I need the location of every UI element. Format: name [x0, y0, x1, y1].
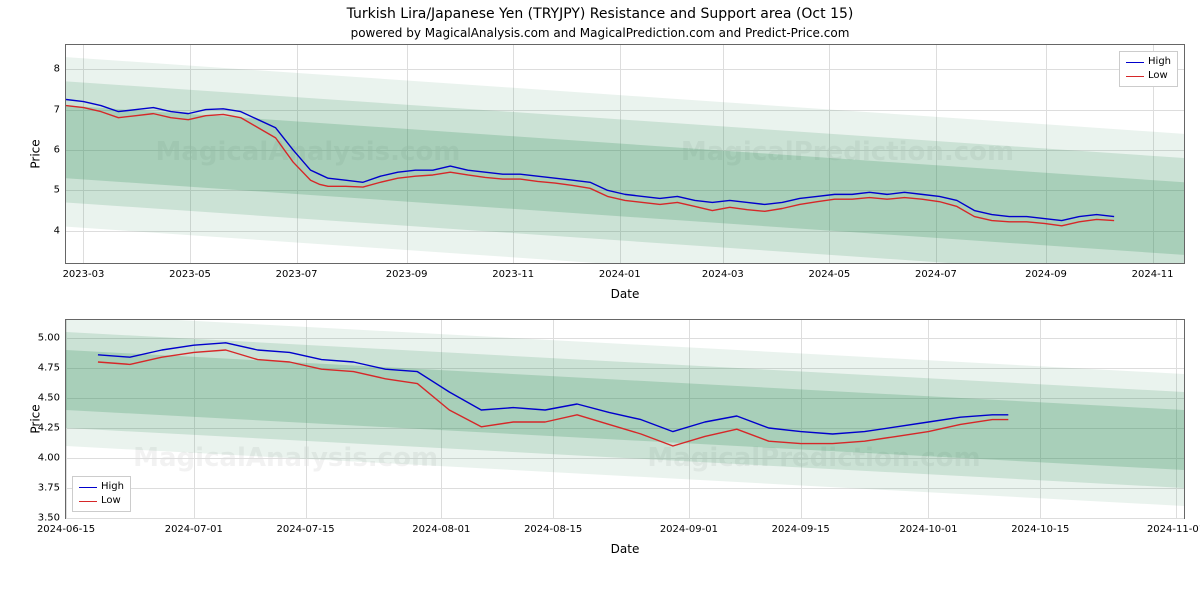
xtick-label: 2023-07 [276, 269, 318, 280]
xtick-label: 2024-09-15 [772, 524, 830, 535]
xlabel-bottom: Date [611, 542, 640, 556]
xtick-label: 2024-11 [1132, 269, 1174, 280]
xtick-label: 2024-09 [1025, 269, 1067, 280]
legend-top: High Low [1119, 51, 1178, 87]
xtick-label: 2024-03 [702, 269, 744, 280]
line-plot-top [66, 45, 1184, 263]
legend-label-low: Low [1148, 69, 1168, 83]
xtick-label: 2024-01 [599, 269, 641, 280]
legend-item-high: High [1126, 55, 1171, 69]
xtick-label: 2024-07-15 [277, 524, 335, 535]
ytick-label: 3.50 [38, 513, 60, 524]
ytick-label: 5.00 [38, 333, 60, 344]
legend-swatch-low [79, 501, 97, 502]
legend-item-low: Low [79, 494, 124, 508]
ytick-label: 7 [54, 104, 60, 115]
legend-swatch-high [1126, 62, 1144, 63]
line-plot-bottom [66, 320, 1184, 518]
xtick-label: 2024-08-01 [412, 524, 470, 535]
xtick-label: 2024-07 [915, 269, 957, 280]
ytick-label: 4.00 [38, 453, 60, 464]
xtick-label: 2024-06-15 [37, 524, 95, 535]
legend-label-high: High [1148, 55, 1171, 69]
chart-subtitle: powered by MagicalAnalysis.com and Magic… [0, 22, 1200, 44]
xtick-label: 2024-07-01 [165, 524, 223, 535]
legend-bottom: High Low [72, 476, 131, 512]
legend-item-high: High [79, 480, 124, 494]
chart-bottom: Price Date High Low MagicalAnalysis.com … [65, 319, 1185, 519]
ytick-label: 8 [54, 64, 60, 75]
xtick-label: 2023-03 [63, 269, 105, 280]
ytick-label: 5 [54, 185, 60, 196]
xtick-label: 2024-10-01 [899, 524, 957, 535]
ytick-label: 4.25 [38, 423, 60, 434]
xtick-label: 2024-10-15 [1011, 524, 1069, 535]
ylabel-top: Price [29, 139, 43, 168]
ytick-label: 4 [54, 225, 60, 236]
legend-swatch-low [1126, 76, 1144, 77]
legend-label-low: Low [101, 494, 121, 508]
xtick-label: 2023-11 [492, 269, 534, 280]
chart-top: Price Date High Low MagicalAnalysis.com … [65, 44, 1185, 264]
chart-title: Turkish Lira/Japanese Yen (TRYJPY) Resis… [0, 0, 1200, 22]
xtick-label: 2024-08-15 [524, 524, 582, 535]
xtick-label: 2024-05 [808, 269, 850, 280]
xtick-label: 2023-05 [169, 269, 211, 280]
xtick-label: 2024-09-01 [660, 524, 718, 535]
ytick-label: 6 [54, 144, 60, 155]
ytick-label: 3.75 [38, 483, 60, 494]
legend-label-high: High [101, 480, 124, 494]
ytick-label: 4.75 [38, 363, 60, 374]
page-container: Turkish Lira/Japanese Yen (TRYJPY) Resis… [0, 0, 1200, 600]
legend-item-low: Low [1126, 69, 1171, 83]
xtick-label: 2024-11-01 [1147, 524, 1200, 535]
xtick-label: 2023-09 [386, 269, 428, 280]
legend-swatch-high [79, 487, 97, 488]
xlabel-top: Date [611, 287, 640, 301]
ytick-label: 4.50 [38, 393, 60, 404]
